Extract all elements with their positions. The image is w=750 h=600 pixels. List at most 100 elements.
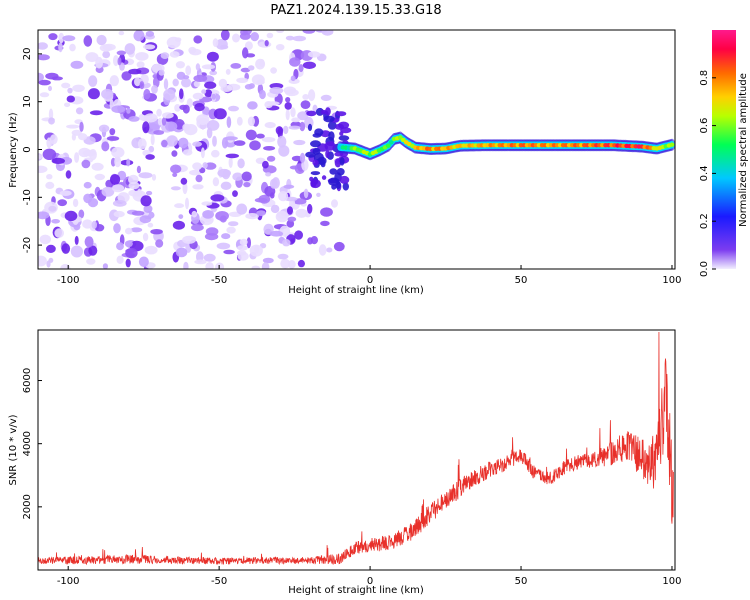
noise-blob xyxy=(192,92,204,100)
noise-blob xyxy=(193,80,201,88)
noise-blob xyxy=(126,158,131,167)
noise-blob xyxy=(70,60,84,69)
noise-blob xyxy=(232,33,240,43)
colorbar-tick-label: 0.8 xyxy=(699,70,710,86)
noise-blob xyxy=(264,40,269,47)
noise-blob xyxy=(113,223,121,234)
noise-blob xyxy=(226,116,232,128)
noise-blob xyxy=(142,232,149,242)
noise-blob xyxy=(230,63,242,69)
noise-blob xyxy=(161,139,168,148)
noise-blob xyxy=(38,165,48,173)
y-tick-label: 6000 xyxy=(22,368,33,393)
y-tick-label: 10 xyxy=(22,95,33,108)
noise-blob xyxy=(283,184,295,189)
noise-blob xyxy=(200,147,205,159)
noise-blob xyxy=(111,105,126,113)
noise-blob xyxy=(192,162,203,171)
noise-blob xyxy=(237,245,248,251)
noise-blob xyxy=(42,148,57,160)
noise-blob xyxy=(325,107,331,116)
noise-blob xyxy=(265,172,272,177)
noise-blob xyxy=(72,84,85,93)
noise-blob xyxy=(204,81,217,89)
noise-blob xyxy=(133,30,145,42)
noise-blob xyxy=(223,249,235,255)
noise-blob xyxy=(307,237,313,245)
noise-blob xyxy=(270,204,280,214)
noise-blob xyxy=(251,74,265,85)
noise-blob xyxy=(84,236,94,248)
noise-blob xyxy=(287,260,296,269)
snr-series-line xyxy=(38,332,674,566)
noise-blob xyxy=(233,140,246,146)
noise-blob xyxy=(278,191,289,202)
colorbar-tick-label: 0.2 xyxy=(699,213,710,229)
noise-blob xyxy=(175,247,188,258)
noise-blob xyxy=(109,75,120,87)
noise-blob xyxy=(163,89,176,101)
noise-blob xyxy=(38,79,51,86)
noise-blob xyxy=(245,213,259,220)
noise-blob xyxy=(38,255,47,267)
noise-blob xyxy=(211,149,220,158)
noise-blob xyxy=(212,177,220,187)
x-tick-label: 100 xyxy=(662,275,681,286)
noise-blob xyxy=(79,121,84,132)
noise-blob xyxy=(291,117,301,123)
noise-blob xyxy=(153,130,165,135)
noise-blob xyxy=(136,61,145,68)
noise-blob xyxy=(302,30,316,34)
noise-blob xyxy=(269,230,284,237)
noise-blob xyxy=(299,152,306,163)
noise-blob xyxy=(297,259,305,268)
noise-blob xyxy=(138,256,149,268)
noise-blob xyxy=(61,82,71,89)
spectrogram-x-label: Height of straight line (km) xyxy=(288,285,424,296)
noise-blob xyxy=(94,173,106,181)
noise-blob xyxy=(331,184,337,190)
noise-blob xyxy=(143,44,156,50)
noise-blob xyxy=(269,178,278,189)
noise-blob xyxy=(333,241,345,252)
noise-blob xyxy=(259,59,265,68)
noise-blob xyxy=(85,52,99,63)
noise-blob xyxy=(303,188,309,199)
noise-blob xyxy=(228,221,239,227)
noise-blob xyxy=(118,30,125,36)
noise-blob xyxy=(54,228,64,238)
noise-blob xyxy=(101,88,114,100)
noise-blob xyxy=(216,242,231,250)
noise-blob xyxy=(206,120,220,131)
noise-blob xyxy=(66,95,76,103)
noise-blob xyxy=(165,121,178,132)
noise-blob xyxy=(74,235,79,245)
noise-blob xyxy=(310,140,321,148)
noise-blob xyxy=(192,184,204,190)
noise-blob xyxy=(275,126,284,135)
noise-blob xyxy=(189,169,202,176)
noise-blob xyxy=(220,181,232,190)
noise-blob xyxy=(241,171,252,182)
noise-blob xyxy=(211,93,217,100)
noise-blob xyxy=(320,220,330,227)
noise-blob xyxy=(70,245,83,258)
noise-blob xyxy=(307,51,321,58)
noise-blob xyxy=(262,257,274,264)
noise-blob xyxy=(275,44,285,51)
noise-blob xyxy=(195,174,203,183)
noise-blob xyxy=(89,149,97,161)
noise-blob xyxy=(45,181,55,189)
noise-blob xyxy=(186,98,193,108)
noise-blob xyxy=(232,172,243,181)
noise-blob xyxy=(87,88,100,100)
noise-blob xyxy=(242,47,249,59)
colorbar: 0.0 0.2 0.4 0.6 0.8 Normalized spectral ampl… xyxy=(699,30,749,277)
noise-blob xyxy=(150,134,155,146)
noise-blob xyxy=(212,135,217,147)
noise-blob xyxy=(285,35,295,41)
noise-blob xyxy=(44,201,58,214)
spectrogram-ridge xyxy=(336,131,675,161)
noise-blob xyxy=(142,121,150,134)
noise-blob xyxy=(126,108,131,114)
